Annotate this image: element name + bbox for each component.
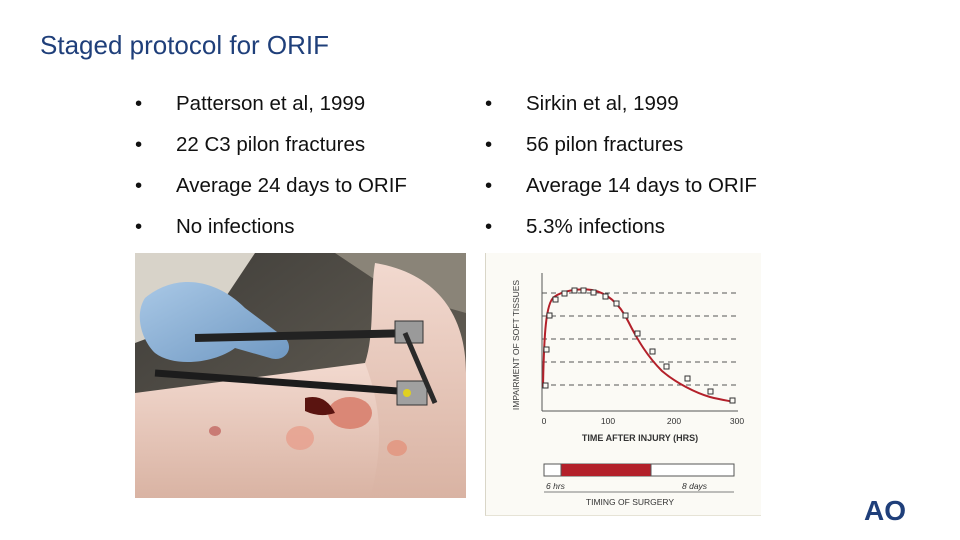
photo-illustration xyxy=(135,253,466,498)
grid-lines xyxy=(542,292,738,386)
ao-logo-text: AO xyxy=(864,495,906,524)
gloved-hand xyxy=(139,281,290,363)
x-tick-label: 100 xyxy=(601,416,615,426)
list-item-text: 56 pilon fractures xyxy=(526,133,684,156)
bullet: • xyxy=(135,92,143,115)
figure-graphic: IMPAIRMENT OF SOFT TISSUES xyxy=(511,273,744,507)
list-item: • Average 24 days to ORIF xyxy=(135,174,465,215)
list-item-text: Average 14 days to ORIF xyxy=(526,174,757,197)
timing-window xyxy=(561,464,651,476)
slide-title: Staged protocol for ORIF xyxy=(40,30,330,60)
bullet: • xyxy=(135,215,143,238)
bullet: • xyxy=(135,174,143,197)
figure-xlabel: TIME AFTER INJURY (HRS) xyxy=(582,433,698,443)
list-item: • 5.3% infections xyxy=(485,215,825,256)
curve-markers xyxy=(542,287,736,404)
blister xyxy=(387,440,407,456)
bullet: • xyxy=(485,133,493,156)
bullet: • xyxy=(485,174,493,197)
fixator-bar xyxy=(154,369,426,397)
list-item: • 22 C3 pilon fractures xyxy=(135,133,465,174)
blister xyxy=(328,397,372,429)
x-tick-label: 300 xyxy=(730,416,744,426)
list-item: • 56 pilon fractures xyxy=(485,133,825,174)
x-tick-label: 0 xyxy=(542,416,547,426)
fixator-clamp xyxy=(396,380,428,406)
list-item: • Average 14 days to ORIF xyxy=(485,174,825,215)
ao-logo: AO xyxy=(864,495,906,524)
list-item-text: No infections xyxy=(176,215,295,238)
blister xyxy=(286,426,314,450)
bullet: • xyxy=(485,215,493,238)
bullet: • xyxy=(485,92,493,115)
list-item-text: 5.3% infections xyxy=(526,215,666,238)
fixator-bar xyxy=(194,329,416,342)
list-item-text: Average 24 days to ORIF xyxy=(176,174,407,197)
list-item-text: Patterson et al, 1999 xyxy=(176,92,366,115)
bar-start-label: 6 hrs xyxy=(546,481,566,491)
list-item-text: 22 C3 pilon fractures xyxy=(176,133,366,156)
soft-tissue-impairment-figure: IMPAIRMENT OF SOFT TISSUES xyxy=(485,253,761,516)
lower-leg xyxy=(135,363,380,498)
bullet: • xyxy=(135,133,143,156)
list-item: • No infections xyxy=(135,215,465,256)
bar-end-label: 8 days xyxy=(682,481,708,491)
patterson-study-list: • Patterson et al, 1999 • 22 C3 pilon frac… xyxy=(135,92,465,256)
list-item: • Sirkin et al, 1999 xyxy=(485,92,825,133)
sirkin-study-list: • Sirkin et al, 1999 • 56 pilon fractures … xyxy=(485,92,825,256)
timing-label: TIMING OF SURGERY xyxy=(586,497,674,507)
wound xyxy=(305,397,335,416)
list-item: • Patterson et al, 1999 xyxy=(135,92,465,133)
clinical-photo-external-fixator xyxy=(135,253,466,498)
x-tick-label: 200 xyxy=(667,416,681,426)
figure-ylabel: IMPAIRMENT OF SOFT TISSUES xyxy=(511,280,521,411)
list-item-text: Sirkin et al, 1999 xyxy=(526,92,679,115)
